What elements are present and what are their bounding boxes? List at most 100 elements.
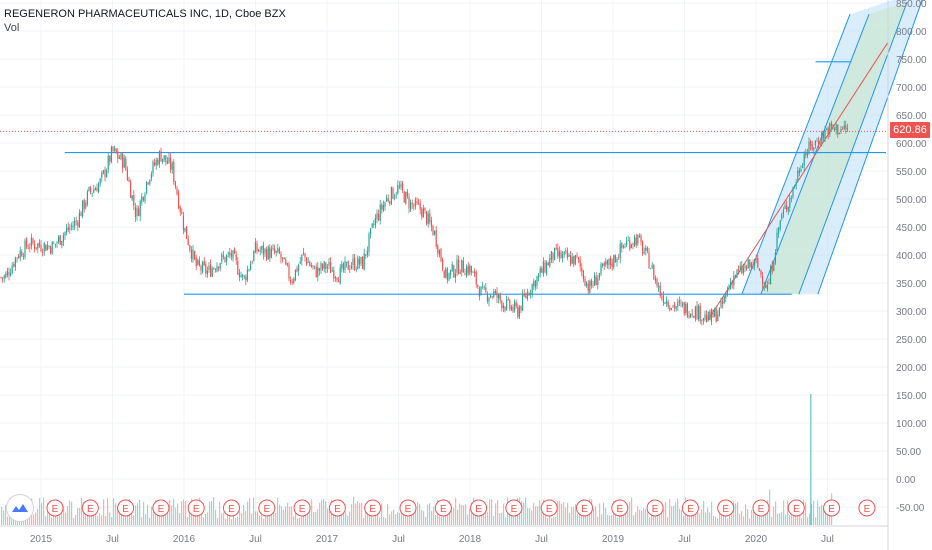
volume-bar bbox=[57, 516, 59, 525]
candle-body bbox=[758, 268, 760, 271]
candle-body bbox=[50, 246, 52, 254]
volume-bar bbox=[597, 516, 599, 525]
candle-body bbox=[138, 208, 140, 216]
volume-bar bbox=[561, 503, 563, 525]
price-axis: 850.00 800.00 750.00 700.00 650.00 600.00 550.… bbox=[896, 0, 927, 514]
time-tick-label: 2020 bbox=[745, 534, 768, 545]
volume-bar bbox=[205, 513, 207, 525]
earnings-marker-circle bbox=[81, 499, 99, 517]
earnings-marker-icon: E bbox=[187, 499, 205, 517]
candle-body bbox=[336, 277, 338, 280]
candle-body bbox=[40, 244, 42, 252]
volume-bar bbox=[63, 506, 65, 525]
candle-body bbox=[251, 262, 253, 263]
volume-bar bbox=[165, 512, 167, 525]
candle-body bbox=[542, 261, 544, 275]
candle-body bbox=[459, 272, 461, 274]
earnings-marker-icon: E bbox=[681, 499, 699, 517]
earnings-marker-circle bbox=[152, 499, 170, 517]
volume-bar bbox=[667, 517, 669, 525]
volume-bar bbox=[471, 502, 473, 525]
candle-body bbox=[165, 155, 167, 162]
candle-body bbox=[448, 273, 450, 280]
candle-body bbox=[731, 281, 733, 285]
volume-bar bbox=[5, 505, 7, 525]
volume-bar bbox=[183, 499, 185, 525]
candle-body bbox=[763, 286, 765, 287]
candle-body bbox=[446, 268, 448, 281]
candle-body bbox=[574, 255, 576, 264]
earnings-marker-letter: E bbox=[87, 504, 94, 515]
volume-bar bbox=[625, 510, 627, 525]
candle-body bbox=[48, 246, 50, 248]
candle-body bbox=[568, 254, 570, 258]
candle-body bbox=[688, 315, 690, 317]
earnings-marker-icon: E bbox=[223, 499, 240, 517]
volume-bar bbox=[539, 500, 541, 525]
candle-body bbox=[226, 255, 228, 262]
candle-body bbox=[168, 157, 170, 163]
volume-bar bbox=[215, 509, 217, 525]
candle-body bbox=[70, 225, 72, 227]
candle-body bbox=[696, 306, 698, 319]
volume-label: Vol bbox=[4, 22, 20, 34]
candle-body bbox=[837, 124, 839, 135]
volume-bar bbox=[729, 515, 731, 525]
volume-bar bbox=[147, 504, 149, 525]
earnings-marker-circle bbox=[46, 499, 64, 517]
candle-body bbox=[531, 284, 533, 295]
candle-body bbox=[469, 265, 471, 275]
candle-body bbox=[318, 268, 320, 271]
candle-body bbox=[278, 248, 280, 254]
candle-body bbox=[261, 246, 263, 250]
candle-body bbox=[510, 306, 512, 310]
candle-body bbox=[379, 204, 381, 221]
candle-body bbox=[286, 263, 288, 265]
volume-bar bbox=[7, 516, 9, 525]
volume-bar bbox=[645, 509, 647, 525]
candle-body bbox=[622, 245, 624, 248]
candle-body bbox=[29, 247, 31, 249]
candle-body bbox=[16, 257, 18, 259]
candle-body bbox=[832, 124, 834, 129]
candle-body bbox=[242, 274, 244, 277]
volume-bar bbox=[627, 511, 629, 525]
candle-body bbox=[678, 300, 680, 303]
candle-body bbox=[288, 264, 290, 279]
candle-body bbox=[381, 204, 383, 210]
volume-bar bbox=[725, 511, 727, 525]
candle-body bbox=[794, 185, 796, 187]
earnings-marker-icon: E bbox=[258, 499, 276, 517]
volume-bar bbox=[101, 515, 103, 525]
candle-body bbox=[323, 261, 325, 269]
candle-body bbox=[229, 252, 231, 255]
volume-bar bbox=[661, 507, 663, 525]
price-tick-label: 850.00 bbox=[896, 0, 927, 10]
candle-body bbox=[382, 204, 384, 211]
tradingview-logo-icon[interactable] bbox=[6, 494, 34, 522]
volume-bar bbox=[577, 513, 579, 525]
candle-body bbox=[701, 319, 703, 321]
candle-body bbox=[430, 220, 432, 227]
candle-body bbox=[490, 295, 492, 298]
candle-body bbox=[213, 268, 215, 270]
volume-bar bbox=[325, 501, 327, 525]
price-tick-label: 700.00 bbox=[896, 83, 927, 94]
earnings-marker-letter: E bbox=[158, 504, 165, 515]
candle-body bbox=[534, 280, 536, 288]
price-tick-label: 550.00 bbox=[896, 167, 927, 178]
candle-body bbox=[744, 265, 746, 269]
volume-bar bbox=[159, 509, 161, 525]
time-tick-label: Jul bbox=[821, 534, 834, 545]
volume-bar bbox=[555, 516, 557, 525]
candle-body bbox=[754, 258, 756, 266]
volume-bar bbox=[813, 500, 815, 525]
volume-bar bbox=[239, 511, 241, 525]
candle-body bbox=[210, 264, 212, 277]
price-tick-label: 50.00 bbox=[896, 447, 921, 458]
candle-body bbox=[178, 192, 180, 209]
candle-body bbox=[826, 129, 828, 131]
earnings-marker-letter: E bbox=[52, 504, 59, 515]
volume-bar bbox=[433, 506, 435, 525]
